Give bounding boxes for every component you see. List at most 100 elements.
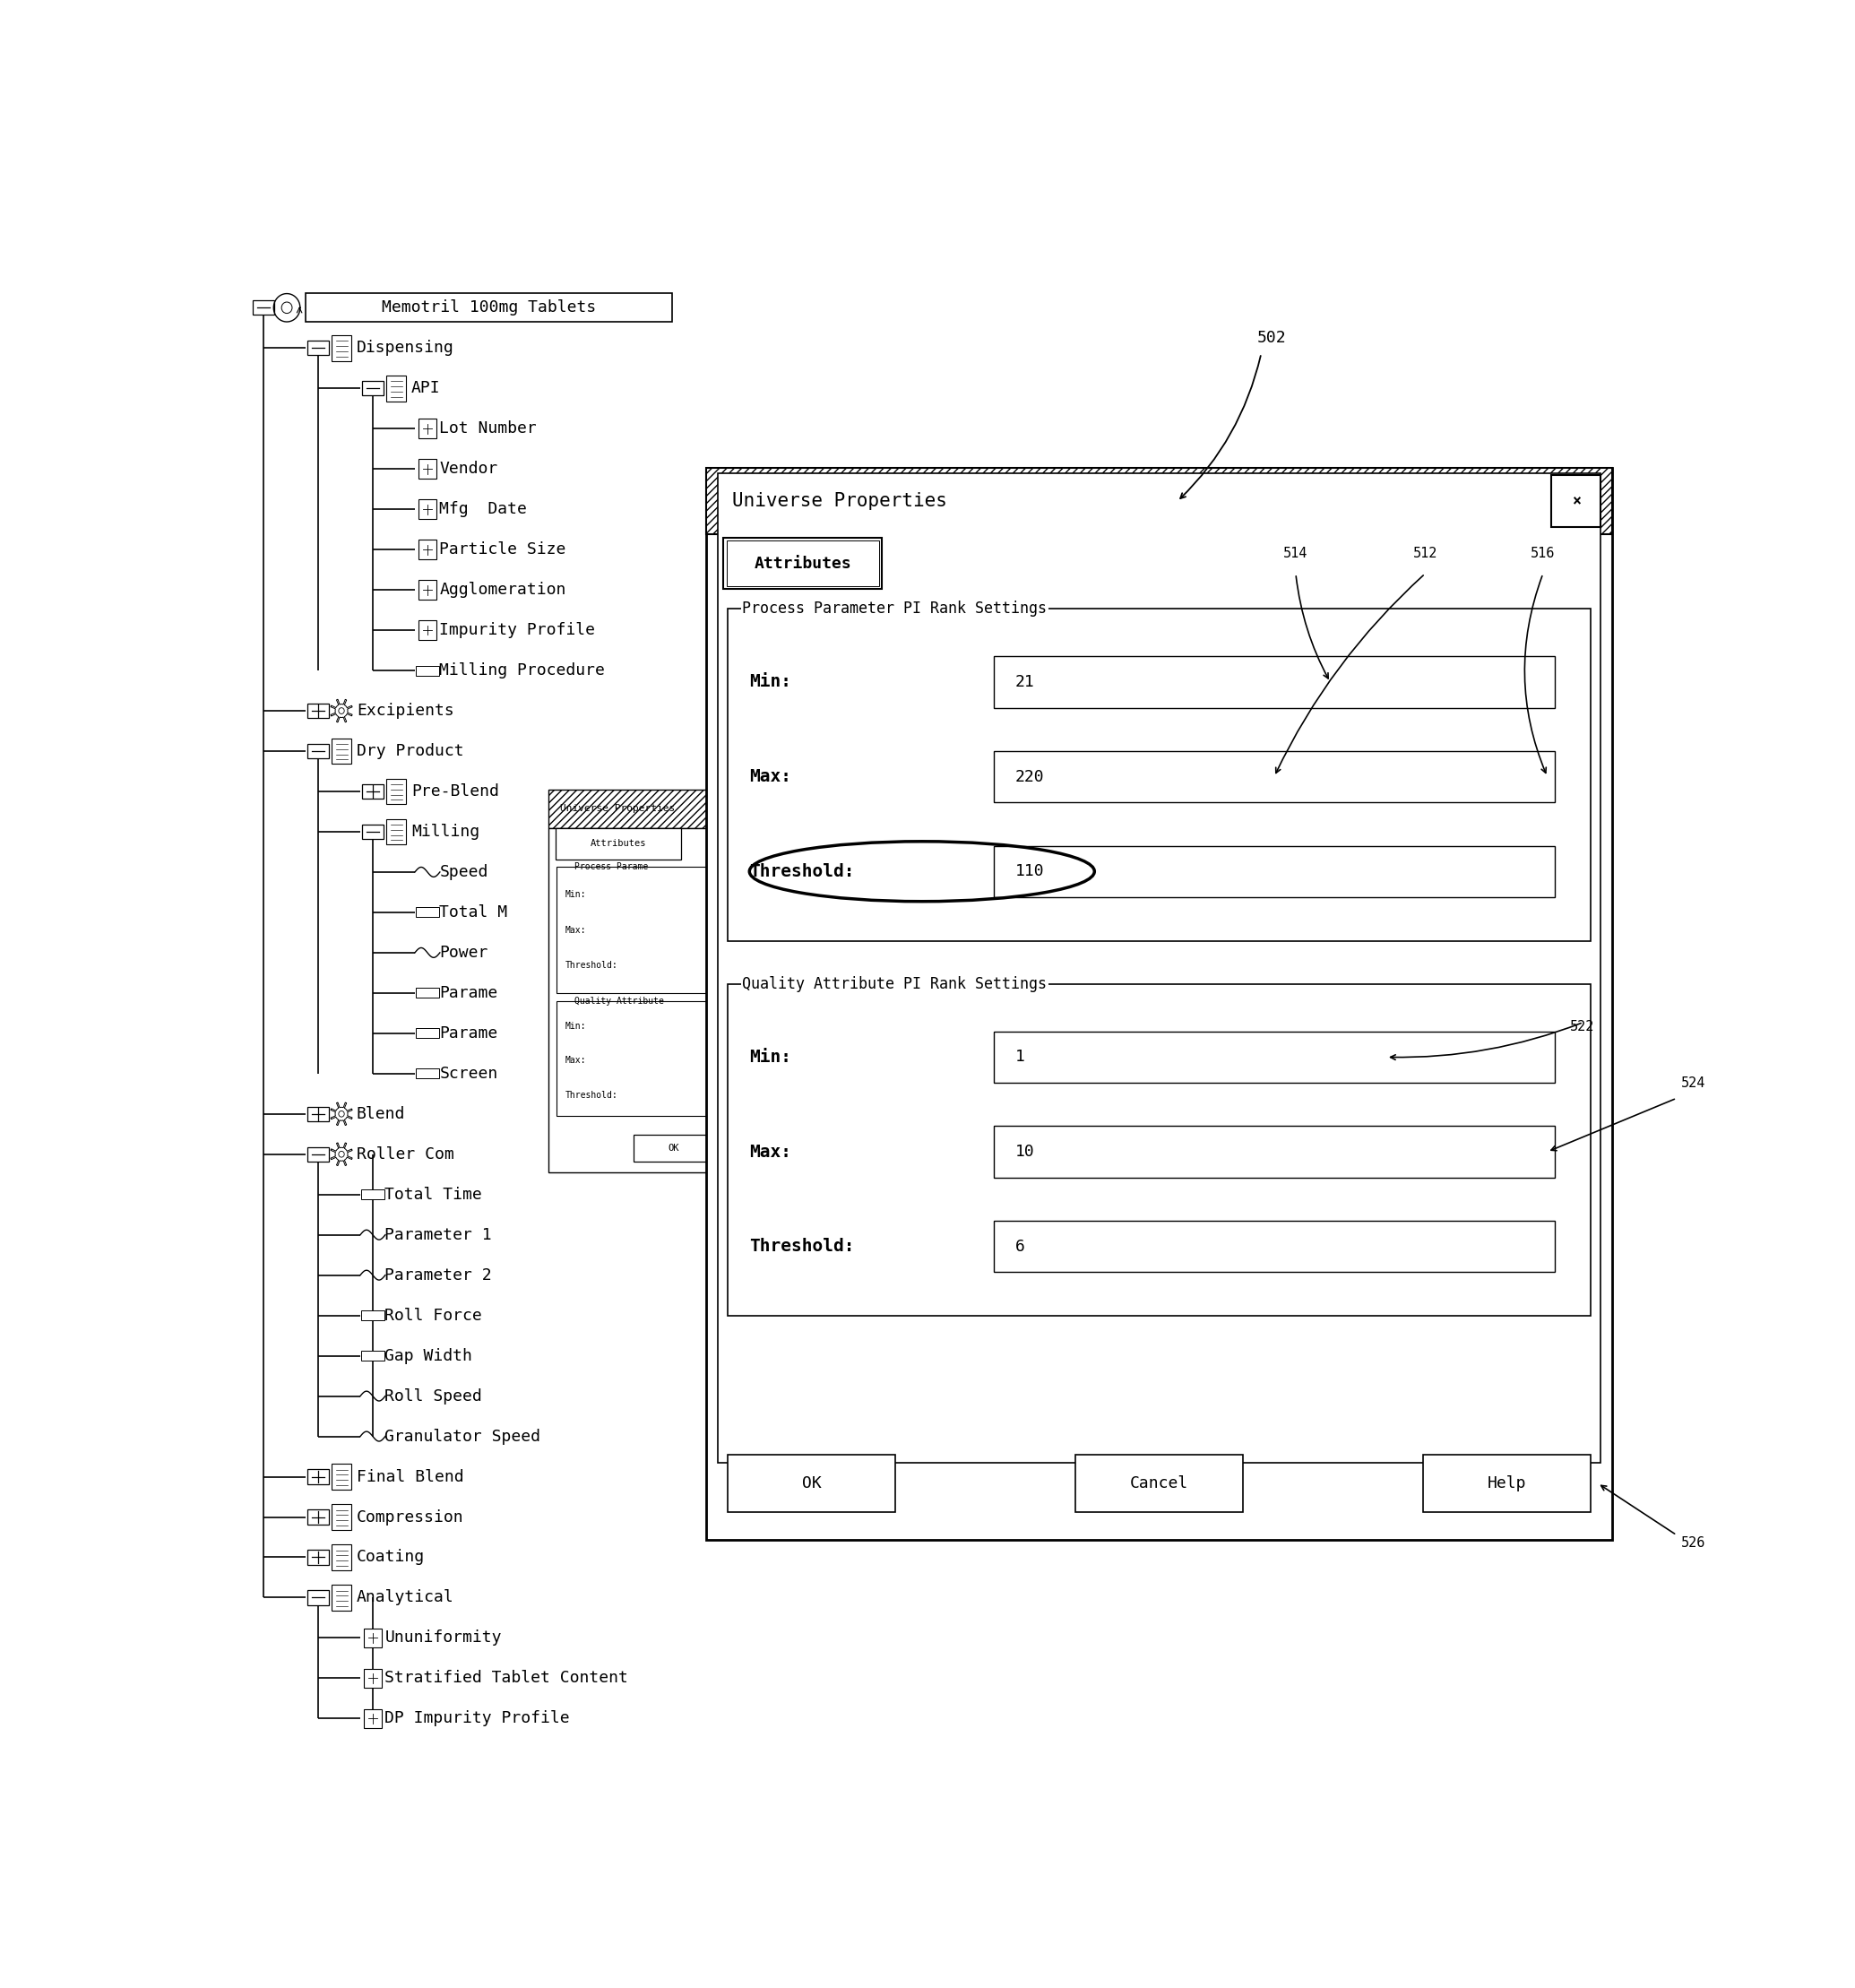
Text: Max:: Max:: [566, 926, 586, 934]
FancyBboxPatch shape: [419, 620, 436, 640]
FancyBboxPatch shape: [308, 1469, 328, 1483]
Text: Agglomeration: Agglomeration: [440, 582, 566, 598]
Text: Cancel: Cancel: [1130, 1475, 1189, 1491]
Text: Roll Force: Roll Force: [384, 1308, 482, 1324]
Text: x: x: [779, 805, 785, 813]
Text: Power: Power: [440, 944, 488, 960]
FancyBboxPatch shape: [709, 1048, 788, 1076]
Text: Memotril 100mg Tablets: Memotril 100mg Tablets: [382, 300, 595, 316]
FancyBboxPatch shape: [362, 382, 384, 396]
FancyBboxPatch shape: [308, 1147, 328, 1161]
FancyBboxPatch shape: [1423, 1455, 1590, 1513]
FancyBboxPatch shape: [416, 1028, 440, 1038]
Text: Compression: Compression: [356, 1509, 464, 1525]
FancyBboxPatch shape: [556, 1000, 790, 1115]
FancyBboxPatch shape: [386, 779, 406, 805]
FancyBboxPatch shape: [332, 1505, 351, 1531]
Text: 526: 526: [1681, 1537, 1705, 1549]
FancyBboxPatch shape: [994, 1032, 1554, 1083]
Text: 10: 10: [1015, 1143, 1035, 1159]
FancyBboxPatch shape: [1551, 475, 1601, 527]
Text: Parameter 1: Parameter 1: [384, 1227, 492, 1242]
FancyBboxPatch shape: [362, 1352, 384, 1360]
Text: Stratified Tablet Content: Stratified Tablet Content: [384, 1670, 629, 1686]
Text: Attributes: Attributes: [590, 839, 646, 849]
Text: Roll Speed: Roll Speed: [384, 1388, 482, 1404]
FancyBboxPatch shape: [252, 300, 275, 314]
Text: Attributes: Attributes: [755, 555, 851, 571]
FancyBboxPatch shape: [768, 795, 796, 823]
Circle shape: [339, 1151, 345, 1157]
FancyBboxPatch shape: [709, 952, 788, 980]
FancyBboxPatch shape: [416, 988, 440, 998]
Circle shape: [339, 708, 345, 714]
Text: Roller Com: Roller Com: [356, 1147, 454, 1163]
Text: 110: 110: [1015, 863, 1044, 879]
FancyBboxPatch shape: [332, 336, 351, 362]
Text: Impurity Profile: Impurity Profile: [440, 622, 595, 638]
Text: Quality Attribute: Quality Attribute: [573, 996, 664, 1006]
FancyBboxPatch shape: [332, 1584, 351, 1610]
Text: 516: 516: [1530, 547, 1554, 561]
FancyBboxPatch shape: [332, 1463, 351, 1489]
Text: Vendor: Vendor: [440, 461, 497, 477]
FancyBboxPatch shape: [707, 469, 1612, 1541]
FancyBboxPatch shape: [362, 1189, 384, 1199]
Text: Parameter 2: Parameter 2: [384, 1266, 492, 1282]
FancyBboxPatch shape: [727, 608, 1590, 940]
FancyBboxPatch shape: [386, 819, 406, 845]
FancyBboxPatch shape: [555, 827, 681, 859]
FancyBboxPatch shape: [994, 1221, 1554, 1272]
FancyBboxPatch shape: [419, 459, 436, 479]
FancyBboxPatch shape: [556, 867, 790, 994]
Text: OK: OK: [668, 1143, 679, 1153]
Text: 522: 522: [1569, 1020, 1595, 1034]
FancyBboxPatch shape: [419, 541, 436, 559]
FancyBboxPatch shape: [364, 1710, 382, 1728]
FancyBboxPatch shape: [994, 1125, 1554, 1177]
FancyBboxPatch shape: [419, 419, 436, 437]
FancyBboxPatch shape: [709, 1081, 788, 1109]
FancyBboxPatch shape: [994, 656, 1554, 708]
Text: Threshold:: Threshold:: [566, 1091, 618, 1099]
FancyBboxPatch shape: [1076, 1455, 1243, 1513]
Text: Threshold:: Threshold:: [749, 1239, 855, 1254]
FancyBboxPatch shape: [364, 1668, 382, 1688]
FancyBboxPatch shape: [416, 907, 440, 916]
Text: ×: ×: [1571, 493, 1580, 509]
Text: 514: 514: [1284, 547, 1308, 561]
Text: Help: Help: [1488, 1475, 1527, 1491]
Text: DP Impurity Profile: DP Impurity Profile: [384, 1710, 569, 1728]
Text: Total Time: Total Time: [384, 1187, 482, 1203]
Text: Universe Properties: Universe Properties: [560, 805, 675, 813]
Circle shape: [282, 302, 291, 314]
FancyBboxPatch shape: [419, 499, 436, 519]
FancyBboxPatch shape: [549, 789, 800, 827]
Text: Total M: Total M: [440, 905, 508, 920]
FancyBboxPatch shape: [386, 376, 406, 402]
FancyBboxPatch shape: [308, 744, 328, 759]
Polygon shape: [330, 1143, 352, 1165]
Text: Screen: Screen: [440, 1066, 497, 1081]
Text: 220: 220: [740, 926, 755, 934]
FancyBboxPatch shape: [362, 783, 384, 799]
Text: 502: 502: [1258, 330, 1286, 346]
Text: Threshold:: Threshold:: [749, 863, 855, 881]
Text: Max:: Max:: [749, 1143, 792, 1161]
FancyBboxPatch shape: [416, 1070, 440, 1077]
Text: Universe Properties: Universe Properties: [733, 493, 948, 511]
Circle shape: [339, 1111, 345, 1117]
FancyBboxPatch shape: [727, 541, 879, 586]
Text: Min:: Min:: [566, 1022, 586, 1030]
FancyBboxPatch shape: [718, 473, 1601, 1463]
Text: Dry Product: Dry Product: [356, 744, 464, 759]
Text: OK: OK: [801, 1475, 822, 1491]
Text: Pre-Blend: Pre-Blend: [412, 783, 499, 799]
Text: Max:: Max:: [749, 767, 792, 785]
FancyBboxPatch shape: [709, 916, 788, 944]
Text: 110: 110: [740, 960, 755, 970]
Text: Blend: Blend: [356, 1105, 406, 1121]
Text: Final Blend: Final Blend: [356, 1469, 464, 1485]
FancyBboxPatch shape: [332, 1545, 351, 1571]
FancyBboxPatch shape: [707, 469, 1612, 535]
